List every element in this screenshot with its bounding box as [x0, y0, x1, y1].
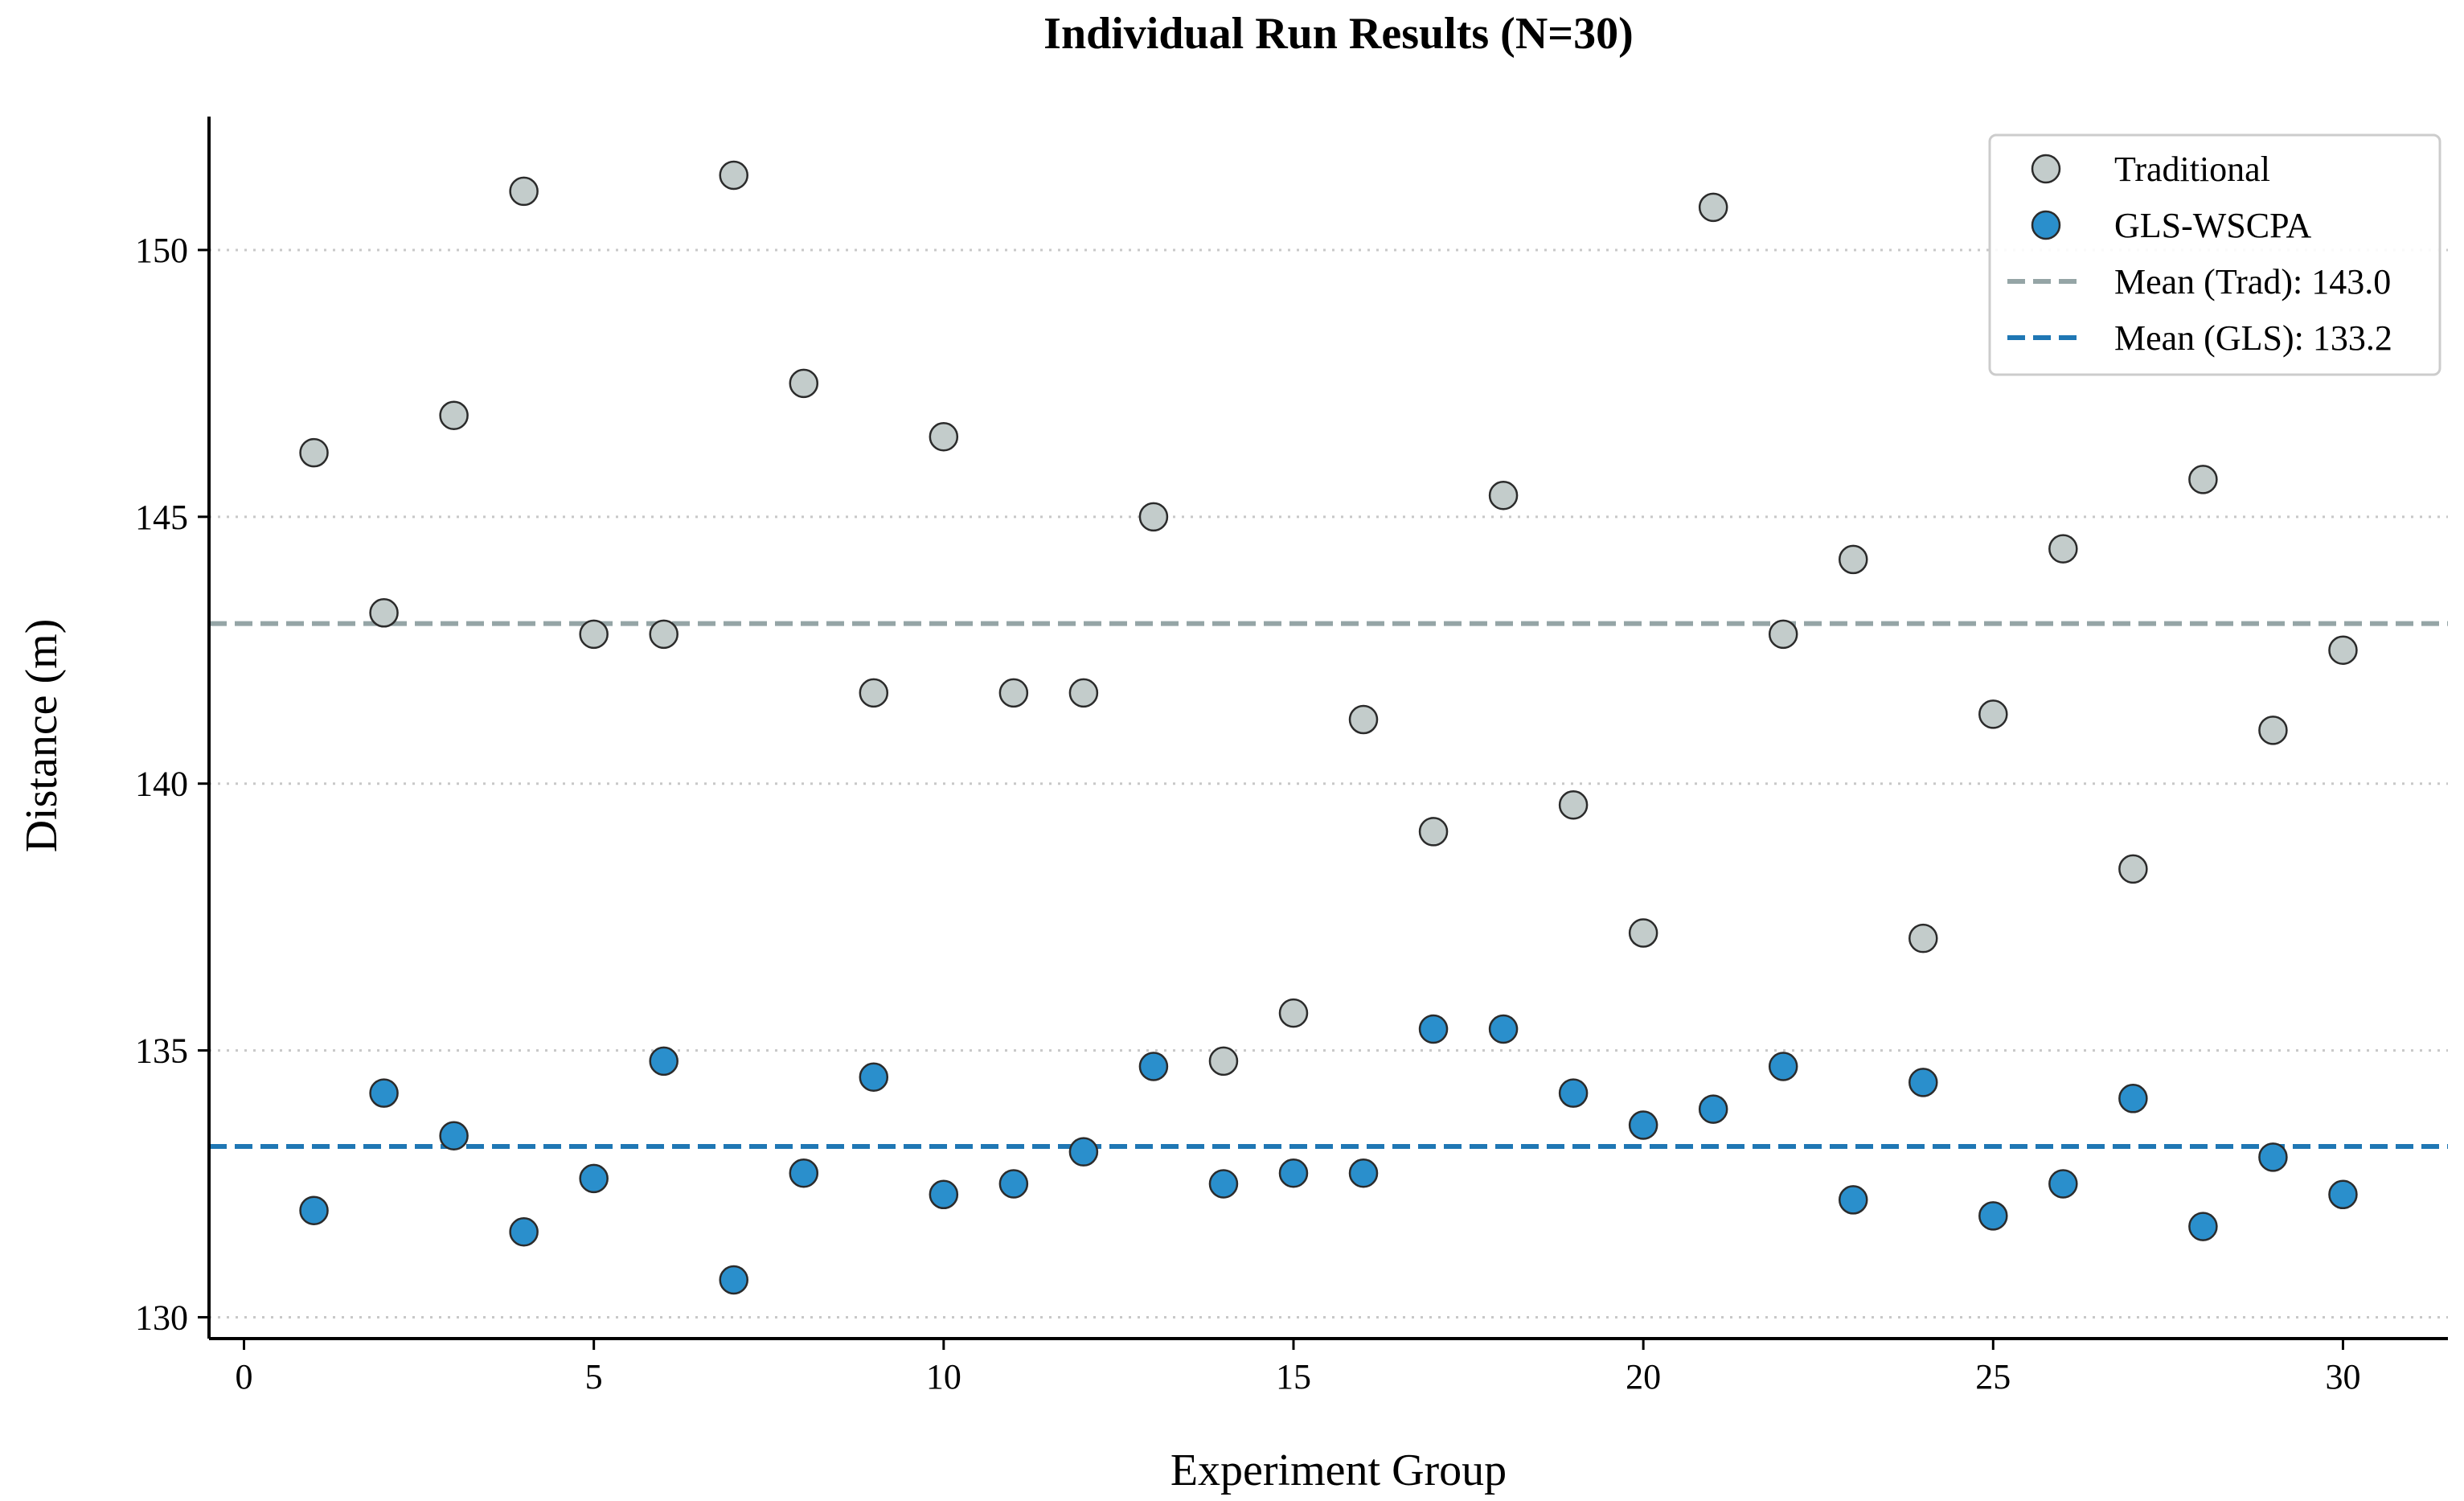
x-tick-label: 5 [585, 1357, 603, 1396]
mean-lines [209, 621, 2448, 1150]
x-tick-label: 10 [926, 1357, 961, 1396]
gls-point [2118, 1084, 2148, 1113]
x-tick-label: 30 [2325, 1357, 2360, 1396]
x-tick-label: 25 [1975, 1357, 2011, 1396]
traditional-point [2048, 534, 2078, 564]
y-tick-label: 135 [135, 1031, 188, 1071]
gls-point [1978, 1201, 2008, 1231]
traditional-point [1278, 998, 1309, 1028]
chart-title: Individual Run Results (N=30) [1043, 9, 1634, 59]
traditional-point [509, 176, 539, 207]
legend-marker-traditional [2031, 154, 2061, 184]
y-axis-label: Distance (m) [17, 619, 67, 853]
traditional-point [859, 678, 889, 708]
grid-lines [209, 248, 2448, 1319]
traditional-point [1838, 544, 1868, 575]
traditional-point [1138, 502, 1169, 532]
traditional-point [1348, 704, 1379, 735]
gls-point [579, 1163, 609, 1194]
traditional-point [1908, 923, 1938, 954]
gls-point [1628, 1110, 1658, 1140]
traditional-point [1558, 789, 1589, 820]
traditional-point [719, 160, 748, 191]
x-tick-label: 15 [1276, 1357, 1311, 1396]
legend-label-traditional-mean: Mean (Trad): 143.0 [2114, 262, 2391, 301]
traditional-point [1628, 918, 1658, 948]
legend-box [1988, 133, 2441, 376]
traditional-point [649, 619, 679, 650]
traditional-point [439, 400, 469, 430]
gls-point [1068, 1137, 1099, 1167]
axes: 0 5 10 15 20 25 30 130 135 140 145 150 [135, 117, 2448, 1396]
gls-point [649, 1046, 679, 1077]
x-axis-label: Experiment Group [1171, 1446, 1507, 1495]
traditional-point [1068, 678, 1099, 708]
legend-marker-gls [2031, 210, 2061, 240]
gls-point [789, 1158, 819, 1188]
gls-point [719, 1265, 748, 1295]
traditional-point [2188, 465, 2218, 494]
gls-point [1698, 1094, 1728, 1124]
traditional-point [929, 422, 959, 452]
traditional-point [369, 598, 399, 628]
gls-point [2048, 1169, 2078, 1199]
traditional-point [1488, 481, 1519, 511]
y-tick-label: 140 [135, 765, 188, 804]
gls-point [369, 1078, 399, 1108]
gls-point [509, 1216, 539, 1247]
gls-point [1138, 1052, 1169, 1081]
gls-point [2328, 1179, 2358, 1210]
y-tick-label: 145 [135, 498, 188, 537]
gls-point [1348, 1158, 1379, 1188]
traditional-point [2118, 854, 2148, 884]
legend-label-gls: GLS-WSCPA [2114, 206, 2312, 245]
y-tick-label: 130 [135, 1298, 188, 1337]
traditional-point [579, 619, 609, 650]
gls-point [1278, 1158, 1309, 1188]
traditional-point [1698, 192, 1728, 223]
gls-point [439, 1121, 469, 1151]
gls-point [998, 1169, 1029, 1199]
gls-point [1208, 1169, 1239, 1199]
y-tick-label: 150 [135, 231, 188, 270]
gls-point [1908, 1068, 1938, 1097]
traditional-point [1418, 817, 1449, 847]
traditional-point [998, 678, 1029, 708]
traditional-point [1768, 619, 1798, 650]
traditional-point [1978, 699, 2008, 729]
data-points [299, 160, 2358, 1295]
x-tick-label: 20 [1626, 1357, 1661, 1396]
traditional-point [2258, 716, 2288, 745]
gls-point [1838, 1185, 1868, 1215]
gls-point [929, 1179, 959, 1210]
x-tick-label: 0 [236, 1357, 253, 1396]
legend-label-gls-mean: Mean (GLS): 133.2 [2114, 318, 2392, 358]
gls-point [1418, 1014, 1449, 1044]
gls-point [299, 1195, 329, 1225]
legend-label-traditional: Traditional [2114, 150, 2270, 189]
legend: Traditional GLS-WSCPA Mean (Trad): 143.0 Me… [1988, 133, 2441, 376]
traditional-point [789, 368, 819, 399]
gls-point [1488, 1014, 1519, 1044]
gls-point [1768, 1052, 1798, 1081]
gls-point [1558, 1078, 1589, 1108]
gls-point [2188, 1212, 2218, 1241]
gls-point [2258, 1142, 2288, 1172]
gls-point [859, 1062, 889, 1093]
traditional-point [2328, 635, 2358, 666]
traditional-point [1208, 1046, 1239, 1077]
traditional-point [299, 437, 329, 468]
